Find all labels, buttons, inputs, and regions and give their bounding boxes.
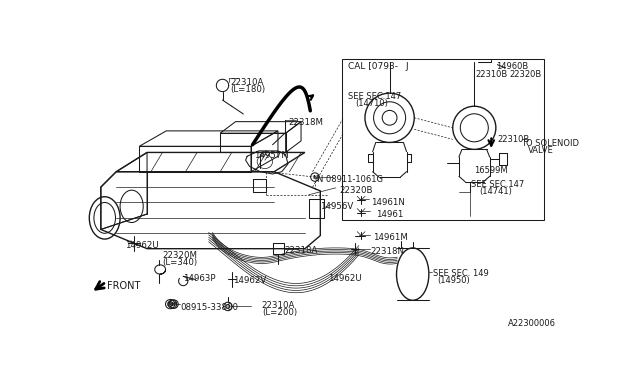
Text: 22320B: 22320B <box>509 70 541 79</box>
Text: 14961N: 14961N <box>371 198 405 207</box>
Text: W: W <box>170 302 175 307</box>
Text: 22318M: 22318M <box>288 118 323 127</box>
Text: (14950): (14950) <box>437 276 470 285</box>
Text: SEE SEC.147: SEE SEC.147 <box>471 180 524 189</box>
Bar <box>342 58 543 220</box>
Text: (L=180): (L=180) <box>230 85 266 94</box>
Text: 14962U: 14962U <box>328 274 362 283</box>
Text: (14710): (14710) <box>356 99 388 108</box>
Text: 14961M: 14961M <box>373 232 408 241</box>
Text: 22310A: 22310A <box>262 301 295 310</box>
Text: 14961: 14961 <box>376 210 404 219</box>
Text: A22300006: A22300006 <box>508 319 556 328</box>
Text: M: M <box>168 302 173 307</box>
Text: VALVE: VALVE <box>528 145 554 154</box>
Text: 22318N: 22318N <box>371 247 404 256</box>
Text: N: N <box>312 175 317 180</box>
Text: 22310B: 22310B <box>475 70 508 79</box>
Text: 14960B: 14960B <box>496 62 528 71</box>
Text: 14962V: 14962V <box>232 276 266 285</box>
Text: 22310A: 22310A <box>230 78 264 87</box>
Text: 22310B: 22310B <box>497 135 530 144</box>
Text: CAL [0793-: CAL [0793- <box>348 62 398 71</box>
Text: FRONT: FRONT <box>107 281 140 291</box>
Text: (14741): (14741) <box>479 187 512 196</box>
Text: 08915-33800: 08915-33800 <box>180 303 238 312</box>
Text: TO SOLENOID: TO SOLENOID <box>521 139 579 148</box>
Text: 14956V: 14956V <box>319 202 353 212</box>
Text: 14957M: 14957M <box>254 151 289 160</box>
Text: (L=340): (L=340) <box>163 258 198 267</box>
Text: M: M <box>171 302 177 307</box>
Text: 22320M: 22320M <box>163 251 198 260</box>
Text: SEE SEC. 149: SEE SEC. 149 <box>433 269 489 279</box>
Text: J: J <box>405 62 408 71</box>
Text: 22318A: 22318A <box>284 246 317 254</box>
Text: 14963P: 14963P <box>183 274 216 283</box>
Text: 22320B: 22320B <box>340 186 373 195</box>
Text: 14962U: 14962U <box>125 241 159 250</box>
Text: (L=200): (L=200) <box>262 308 297 317</box>
Text: SEE SEC.147: SEE SEC.147 <box>348 92 401 102</box>
Text: 16599M: 16599M <box>474 166 508 175</box>
Text: N 08911-1061G: N 08911-1061G <box>317 175 383 184</box>
